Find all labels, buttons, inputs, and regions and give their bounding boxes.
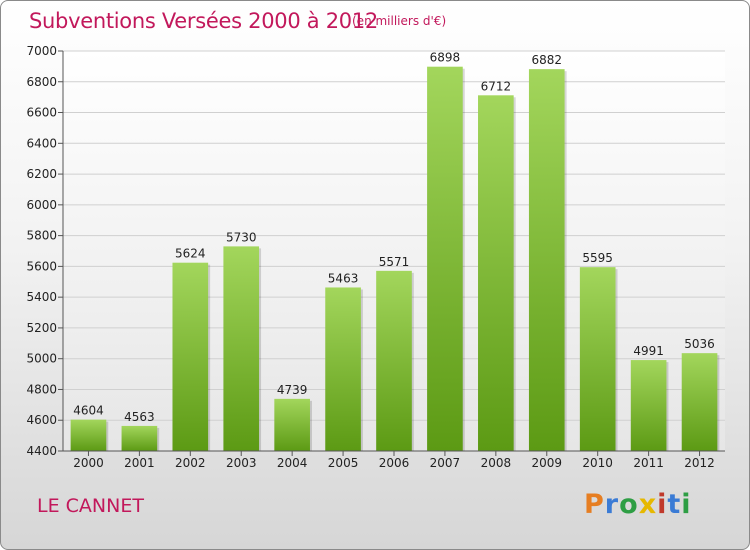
logo-letter: t	[667, 489, 682, 520]
bar-2011	[630, 360, 667, 451]
x-axis: 2000 2001 2002 2003 2004 2005 2006 2007 2008 2009…	[63, 450, 725, 470]
bar-2001	[121, 425, 158, 451]
y-tick-label: 6200	[26, 167, 57, 181]
chart-title: Subventions Versées 2000 à 2012	[29, 9, 378, 33]
bar-value-label: 4991	[633, 344, 664, 358]
bar-value-label: 4563	[124, 410, 155, 424]
y-tick-label: 4800	[26, 382, 57, 396]
bar-2006	[376, 270, 412, 451]
x-tick-label: 2007	[430, 456, 461, 470]
y-tick-label: 6800	[26, 75, 57, 89]
x-tick-label: 2010	[582, 456, 613, 470]
x-tick-label: 2003	[226, 456, 257, 470]
bar-value-label: 5463	[328, 271, 359, 285]
bar-2002	[172, 262, 209, 451]
logo-letter: o	[619, 489, 639, 520]
logo-letter: r	[604, 489, 620, 520]
bar-2003	[223, 246, 260, 451]
x-tick-label: 2005	[328, 456, 359, 470]
bar-2005	[325, 287, 361, 451]
y-axis: 4400 4600 4800 5000 5200 5400 5600 5800 6000 6200…	[26, 44, 64, 458]
bar-2012	[681, 353, 718, 451]
bars: 4604 4563 5624 5730 4739 5463 5571 6898 6712 6882…	[70, 51, 720, 452]
proxiti-logo: Proxiti	[584, 489, 692, 525]
logo-letter: P	[584, 489, 605, 520]
bar-2008	[478, 95, 514, 452]
bar-2000	[70, 419, 107, 451]
x-tick-label: 2006	[379, 456, 410, 470]
chart-subtitle: (en milliers d'€)	[352, 14, 447, 28]
x-tick-label: 2009	[531, 456, 562, 470]
bar-value-label: 4604	[73, 404, 104, 418]
y-tick-label: 5400	[26, 290, 57, 304]
x-tick-label: 2008	[481, 456, 512, 470]
logo-letter: i	[657, 489, 668, 520]
y-tick-label: 6000	[26, 198, 57, 212]
x-tick-label: 2000	[73, 456, 104, 470]
y-tick-label: 6400	[26, 136, 57, 150]
bar-value-label: 4739	[277, 383, 308, 397]
bar-value-label: 5624	[175, 247, 206, 261]
bar-value-label: 5571	[379, 255, 410, 269]
bar-2010	[579, 267, 616, 451]
y-tick-label: 4600	[26, 413, 57, 427]
y-tick-label: 5600	[26, 259, 57, 273]
y-tick-label: 5800	[26, 229, 57, 243]
x-tick-label: 2002	[175, 456, 206, 470]
x-tick-label: 2011	[633, 456, 664, 470]
y-tick-label: 7000	[26, 44, 57, 58]
logo-letter: i	[681, 489, 692, 520]
y-tick-label: 4400	[26, 444, 57, 458]
bar-value-label: 5730	[226, 230, 257, 244]
bar-value-label: 6882	[531, 53, 562, 67]
bar-2007	[427, 66, 463, 451]
x-tick-label: 2001	[124, 456, 155, 470]
logo-letter: x	[638, 489, 658, 520]
bar-value-label: 5595	[582, 251, 613, 265]
y-tick-label: 5000	[26, 352, 57, 366]
bar-2009	[528, 69, 565, 452]
y-tick-label: 5200	[26, 321, 57, 335]
bar-value-label: 6898	[430, 51, 461, 65]
commune-name: LE CANNET	[37, 495, 144, 517]
bar-value-label: 6712	[481, 79, 512, 93]
bar-2004	[274, 398, 310, 451]
y-tick-label: 6600	[26, 106, 57, 120]
bar-value-label: 5036	[684, 337, 715, 351]
x-tick-label: 2004	[277, 456, 308, 470]
x-tick-label: 2012	[684, 456, 715, 470]
